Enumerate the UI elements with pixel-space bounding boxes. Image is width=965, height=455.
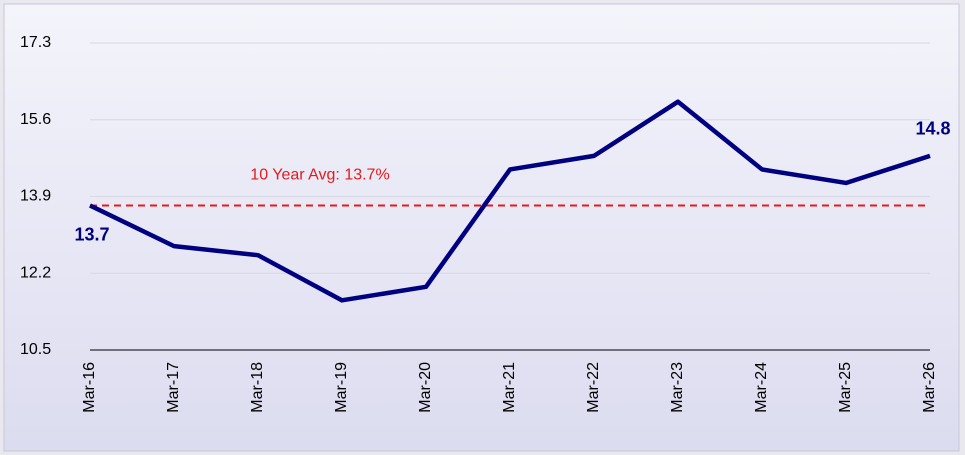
x-tick-label: Mar-21 [501,362,518,413]
x-tick-label: Mar-26 [921,362,938,413]
y-tick-label: 12.2 [20,264,51,281]
series-line [89,99,931,303]
y-tick-label: 17.3 [20,34,51,51]
y-tick-label: 10.5 [20,341,51,358]
x-tick-label: Mar-20 [417,362,434,413]
chart-frame [3,3,960,452]
x-tick-label: Mar-19 [333,362,350,413]
x-tick-label: Mar-25 [837,362,854,413]
reference-label: 10 Year Avg: 13.7% [250,167,389,184]
x-tick-label: Mar-16 [81,362,98,413]
data-label: 14.8 [915,119,950,139]
x-tick-label: Mar-23 [669,362,686,413]
x-tick-label: Mar-24 [753,362,770,413]
x-tick-label: Mar-18 [249,362,266,413]
x-tick-label: Mar-17 [165,362,182,413]
data-label: 13.7 [74,224,109,244]
y-tick-label: 15.6 [20,111,51,128]
x-tick-label: Mar-22 [585,362,602,413]
y-tick-label: 13.9 [20,188,51,205]
